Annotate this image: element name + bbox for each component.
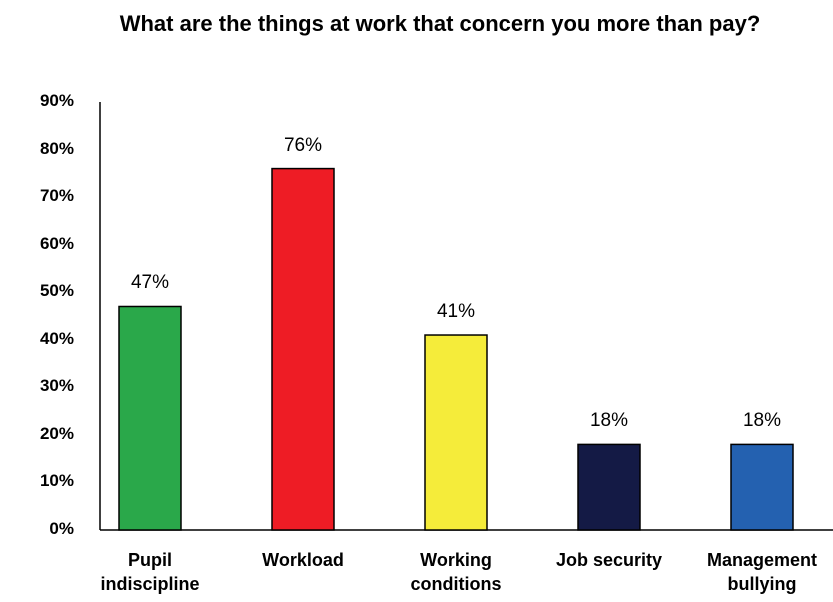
y-tick-label: 40% — [39, 328, 74, 348]
data-label: 18% — [742, 410, 782, 432]
chart-title: What are the things at work that concern… — [119, 11, 761, 36]
y-tick-label: 0% — [49, 519, 74, 538]
y-tick-label: 90% — [39, 91, 74, 110]
data-label: 47% — [130, 272, 170, 294]
y-tick-label: 50% — [39, 281, 74, 301]
y-tick-label: 80% — [39, 138, 74, 158]
bar — [730, 443, 794, 531]
bar — [424, 334, 488, 531]
x-tick-label: Management bullying — [706, 550, 818, 594]
x-tick-label: Workload — [262, 550, 344, 570]
y-tick-label: 20% — [39, 423, 74, 443]
bar — [577, 443, 641, 531]
x-tick-label: Pupil indiscipline — [100, 550, 200, 594]
data-label: 18% — [589, 410, 629, 432]
bar — [271, 167, 335, 531]
y-tick-label: 70% — [39, 186, 74, 206]
y-tick-label: 10% — [39, 471, 74, 491]
y-tick-label: 60% — [39, 233, 74, 253]
data-label: 41% — [436, 301, 476, 323]
x-tick-label: Working conditions — [410, 550, 502, 594]
data-label: 76% — [283, 134, 323, 156]
x-tick-label: Job security — [555, 550, 663, 570]
bar — [118, 305, 182, 531]
y-tick-label: 30% — [39, 376, 74, 396]
